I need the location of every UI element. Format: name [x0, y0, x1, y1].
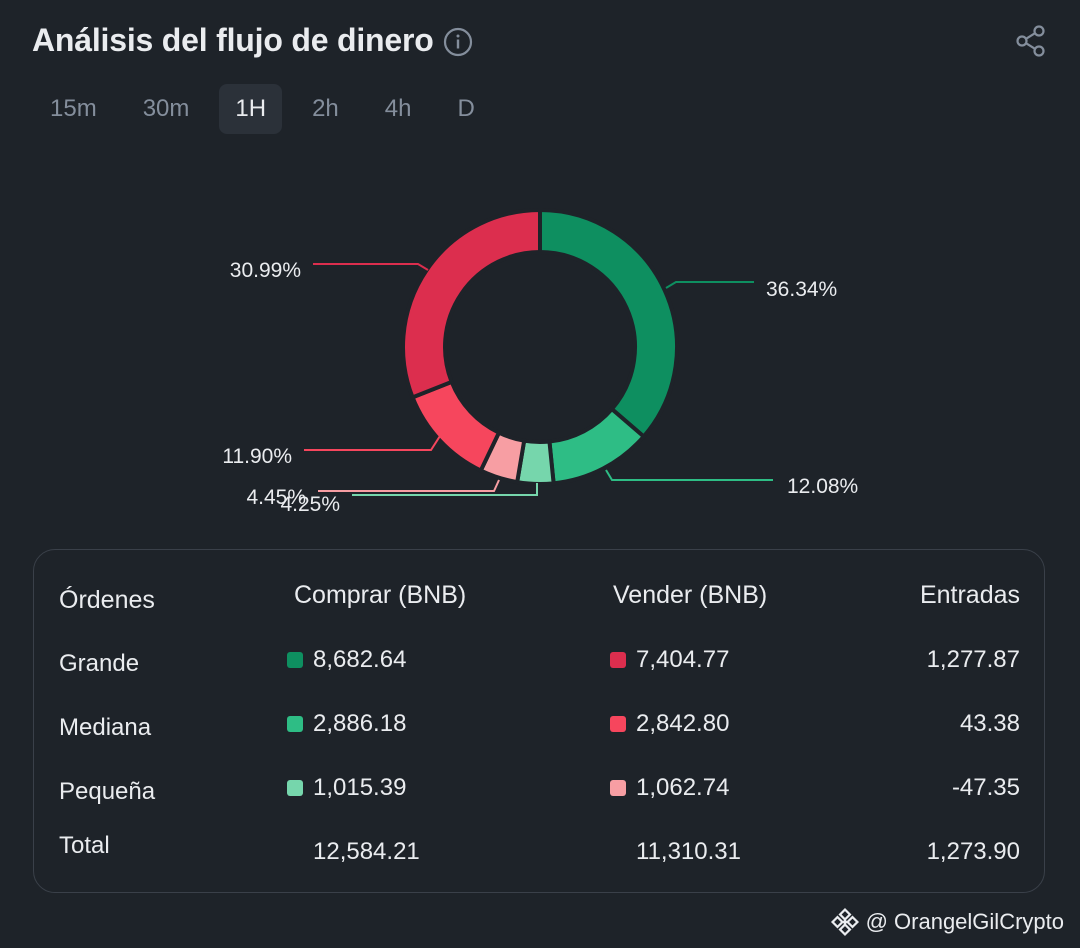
row-label-large: Grande	[59, 650, 140, 677]
row-label-total: Total	[59, 832, 110, 859]
tab-4h[interactable]: 4h	[384, 95, 412, 122]
tab-30m[interactable]: 30m	[142, 95, 190, 122]
sell-large-swatch	[610, 652, 626, 668]
donut-slice-1	[538, 207, 679, 440]
slice-label-5: 11.90%	[222, 445, 292, 468]
inflow-small-value: -47.35	[951, 774, 1020, 801]
row-label-small: Pequeña	[59, 778, 156, 805]
sell-small-value: 1,062.74	[636, 774, 730, 801]
sell-large-value: 7,404.77	[636, 646, 730, 673]
slice-label-2: 12.08%	[787, 475, 858, 498]
buy-total-value: 12,584.21	[313, 838, 420, 865]
leader-line-6	[313, 263, 429, 271]
sell-medium-value: 2,842.80	[636, 710, 730, 737]
buy-small-swatch	[287, 780, 303, 796]
sell-total-value: 11,310.31	[636, 838, 741, 865]
leader-line-2	[605, 469, 773, 481]
tab-1h[interactable]: 1H	[219, 84, 283, 134]
inflow-medium-value: 43.38	[959, 710, 1020, 737]
inflow-large-value: 1,277.87	[926, 646, 1020, 673]
tab-d[interactable]: D	[457, 95, 475, 122]
buy-medium-swatch	[287, 716, 303, 732]
sell-medium-swatch	[610, 716, 626, 732]
footer-watermark: @ OrangelGilCrypto	[830, 906, 1064, 938]
donut-slice-5	[409, 379, 502, 474]
tab-15m[interactable]: 15m	[50, 95, 97, 122]
header-inflow: Entradas	[919, 581, 1020, 609]
slice-label-6: 30.99%	[230, 259, 301, 282]
timeframe-tabs: 15m 30m 1H 2h 4h D	[34, 84, 505, 134]
leader-line-4	[318, 479, 500, 492]
slice-label-3: 4.25%	[280, 493, 340, 516]
buy-large-value: 8,682.64	[313, 646, 407, 673]
header-buy: Comprar (BNB)	[294, 581, 467, 609]
header-sell: Vender (BNB)	[613, 581, 768, 609]
share-icon[interactable]	[1014, 24, 1048, 58]
donut-slice-6	[401, 207, 542, 400]
binance-logo-icon	[830, 907, 859, 937]
buy-large-swatch	[287, 652, 303, 668]
buy-medium-value: 2,886.18	[313, 710, 407, 737]
inflow-total-value: 1,273.90	[926, 838, 1020, 865]
leader-line-3	[352, 483, 538, 496]
money-flow-donut-chart: 36.34% 12.08% 4.25%4.45% 11.90% 30.99%	[222, 207, 858, 516]
orders-table: Órdenes Comprar (BNB) Vender (BNB) Entra…	[33, 549, 1045, 893]
info-icon[interactable]	[442, 26, 474, 58]
tab-2h[interactable]: 2h	[312, 95, 339, 122]
slice-label-4: 4.45%	[246, 486, 306, 509]
leader-line-5	[304, 435, 441, 451]
sell-small-swatch	[610, 780, 626, 796]
footer-handle: @ OrangelGilCrypto	[865, 909, 1064, 934]
header: Análisis del flujo de dinero	[32, 18, 1048, 64]
row-label-medium: Mediana	[59, 714, 152, 741]
page-title: Análisis del flujo de dinero	[32, 22, 434, 58]
buy-small-value: 1,015.39	[313, 774, 407, 801]
slice-label-1: 36.34%	[766, 278, 837, 301]
header-orders: Órdenes	[59, 586, 155, 614]
leader-line-1	[665, 281, 754, 289]
